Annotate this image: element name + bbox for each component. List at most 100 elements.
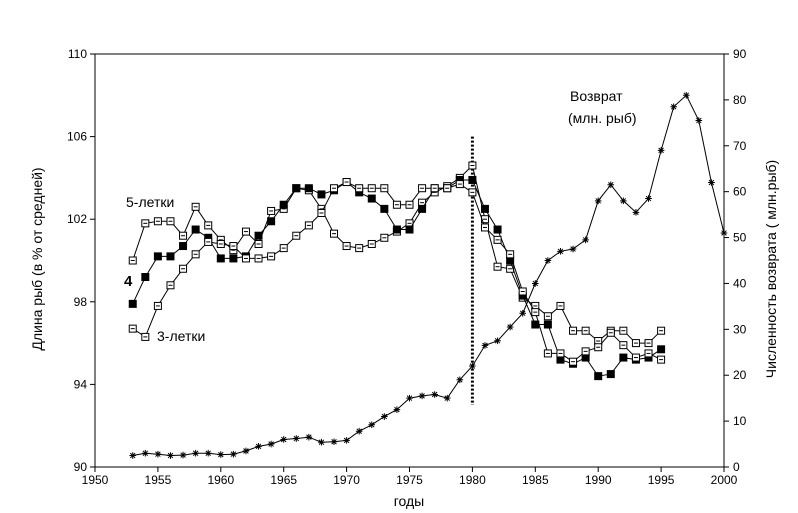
y-right-axis-title: Численность возврата ( млн.рыб) — [763, 160, 779, 378]
data-point — [128, 256, 137, 265]
x-tick-label: 1990 — [585, 473, 612, 487]
data-point — [619, 326, 628, 335]
data-point — [279, 244, 288, 253]
series-five_year — [128, 161, 666, 348]
label-return-unit: (млн. рыб) — [568, 110, 637, 126]
series-line-three_year — [132, 181, 662, 363]
series-line-return — [132, 94, 725, 457]
data-point — [581, 347, 590, 356]
data-point — [620, 197, 627, 205]
data-point — [594, 372, 603, 381]
label-return: Возврат — [570, 88, 623, 104]
y-left-tick-label: 102 — [67, 212, 87, 226]
series-three_year — [128, 178, 666, 366]
data-point — [179, 264, 188, 273]
data-point — [644, 339, 653, 348]
x-tick-label: 1985 — [522, 473, 549, 487]
data-point — [142, 449, 149, 457]
data-point — [355, 244, 364, 253]
data-point — [456, 376, 464, 384]
data-point — [128, 324, 137, 333]
data-point — [342, 242, 351, 251]
data-point — [191, 202, 200, 211]
data-point — [129, 452, 137, 459]
data-point — [204, 449, 212, 457]
x-tick-label: 2000 — [711, 473, 738, 487]
data-point — [670, 103, 677, 111]
y-left-tick-label: 110 — [68, 47, 87, 61]
data-point — [543, 349, 552, 358]
data-point — [405, 225, 414, 234]
data-point — [543, 312, 552, 321]
data-point — [544, 257, 552, 264]
data-point — [493, 262, 502, 271]
data-point — [506, 264, 515, 273]
data-point — [708, 179, 715, 186]
data-point — [657, 345, 666, 354]
data-point — [619, 353, 628, 362]
data-point — [632, 209, 640, 216]
data-point — [254, 239, 263, 248]
y-right-tick-label: 40 — [733, 276, 747, 290]
data-point — [631, 353, 640, 362]
data-point — [506, 323, 514, 331]
data-point — [216, 254, 225, 263]
series-line-four_year — [132, 179, 662, 377]
data-point — [292, 435, 300, 442]
data-point — [631, 339, 640, 348]
x-axis-title: годы — [394, 493, 425, 509]
data-point — [230, 450, 237, 458]
data-point — [191, 250, 200, 259]
data-point — [317, 190, 326, 199]
y-right-tick-label: 10 — [733, 414, 747, 428]
data-point — [494, 337, 501, 345]
data-point — [166, 281, 175, 290]
data-point — [468, 188, 477, 197]
x-tick-label: 1970 — [333, 473, 360, 487]
data-point — [392, 225, 401, 234]
data-point — [355, 184, 364, 193]
data-point — [519, 309, 527, 317]
x-tick-label: 1975 — [396, 473, 423, 487]
data-point — [179, 231, 188, 240]
data-point — [392, 200, 401, 209]
data-point — [330, 229, 339, 238]
label-four-year: 4 — [124, 273, 133, 290]
data-point — [141, 219, 150, 228]
data-point — [368, 421, 376, 429]
data-point — [556, 349, 565, 358]
data-point — [380, 233, 389, 242]
data-point — [657, 326, 666, 335]
data-point — [267, 440, 275, 448]
data-point — [254, 254, 263, 263]
series-return — [129, 92, 728, 459]
data-point — [506, 250, 515, 259]
data-point — [216, 239, 225, 248]
data-point — [418, 392, 426, 400]
data-point — [531, 308, 540, 317]
data-point — [305, 433, 313, 441]
data-point — [167, 452, 174, 459]
data-point — [657, 147, 665, 154]
data-point — [405, 200, 414, 209]
data-point — [254, 231, 263, 240]
data-point — [154, 450, 162, 458]
data-point — [166, 217, 175, 226]
y-right-tick-label: 80 — [733, 93, 747, 107]
data-point — [418, 204, 427, 213]
data-point — [443, 184, 452, 193]
y-right-tick-label: 30 — [733, 322, 747, 336]
data-point — [406, 394, 413, 402]
data-point — [166, 252, 175, 261]
data-point — [543, 320, 552, 329]
data-point — [153, 252, 162, 261]
data-point — [367, 184, 376, 193]
data-point — [355, 427, 363, 435]
data-point — [493, 235, 502, 244]
data-point — [606, 328, 615, 337]
data-point — [292, 231, 301, 240]
data-point — [141, 332, 150, 341]
data-point — [468, 161, 477, 170]
data-point — [695, 117, 703, 124]
